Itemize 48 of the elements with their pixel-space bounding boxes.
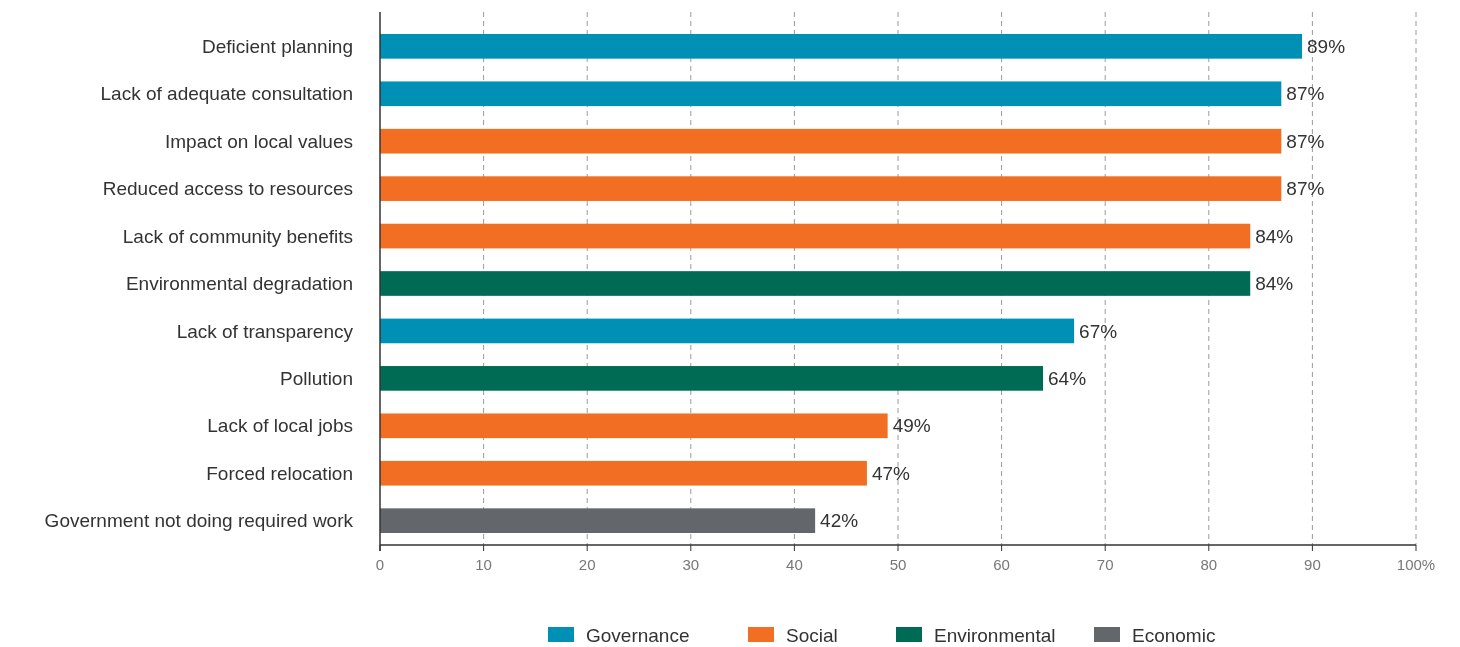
- bar: [380, 460, 867, 486]
- data-label: 42%: [820, 510, 859, 532]
- bar: [380, 128, 1282, 154]
- bar: [380, 413, 888, 439]
- legend-label: Social: [786, 624, 838, 646]
- x-tick-label: 90: [1304, 556, 1321, 573]
- bar: [380, 176, 1282, 201]
- x-tick-label: 70: [1096, 556, 1114, 573]
- legend-label: Economic: [1132, 624, 1216, 646]
- y-tick-label: Deficient planning: [201, 35, 353, 57]
- y-tick-label: Pollution: [280, 368, 353, 390]
- y-tick-label: Lack of community benefits: [122, 225, 353, 247]
- data-label: 47%: [871, 462, 911, 484]
- data-label: 64%: [1048, 368, 1087, 390]
- x-tick-label: 40: [786, 556, 803, 573]
- legend-label: Environmental: [934, 624, 1056, 646]
- x-tick-label: 10: [475, 556, 492, 573]
- bar: [380, 271, 1251, 296]
- x-tick-label: 30: [682, 556, 700, 573]
- bar: [380, 34, 1303, 59]
- y-tick-label: Impact on local values: [165, 130, 353, 152]
- data-label: 84%: [1255, 225, 1294, 247]
- x-tick-label: 80: [1200, 556, 1218, 573]
- x-tick-label: 60: [993, 556, 1010, 573]
- y-tick-label: Government not doing required work: [44, 510, 354, 532]
- data-label: 87%: [1286, 83, 1325, 105]
- data-label: 87%: [1286, 130, 1325, 152]
- x-tick-label: 20: [578, 556, 596, 573]
- bar: [380, 223, 1251, 249]
- y-tick-label: Environmental degradation: [125, 273, 353, 295]
- x-tick-label: 50: [889, 556, 907, 573]
- bar: [380, 81, 1282, 107]
- x-tick-label: 100%: [1396, 556, 1436, 573]
- y-tick-label: Lack of adequate consultation: [100, 83, 353, 105]
- x-tick-label: 0: [375, 556, 385, 573]
- y-tick-label: Forced relocation: [206, 462, 353, 484]
- data-label: 87%: [1286, 178, 1325, 200]
- y-tick-label: Reduced access to resources: [102, 178, 353, 200]
- bar: [380, 366, 1044, 391]
- data-label: 89%: [1307, 35, 1346, 57]
- data-label: 49%: [892, 415, 931, 437]
- y-tick-label: Lack of transparency: [176, 320, 354, 342]
- y-tick-label: Lack of local jobs: [207, 415, 353, 437]
- bar: [380, 318, 1075, 344]
- legend-label: Governance: [586, 624, 690, 646]
- bar: [380, 508, 816, 533]
- data-label: 84%: [1255, 273, 1294, 295]
- data-label: 67%: [1079, 320, 1118, 342]
